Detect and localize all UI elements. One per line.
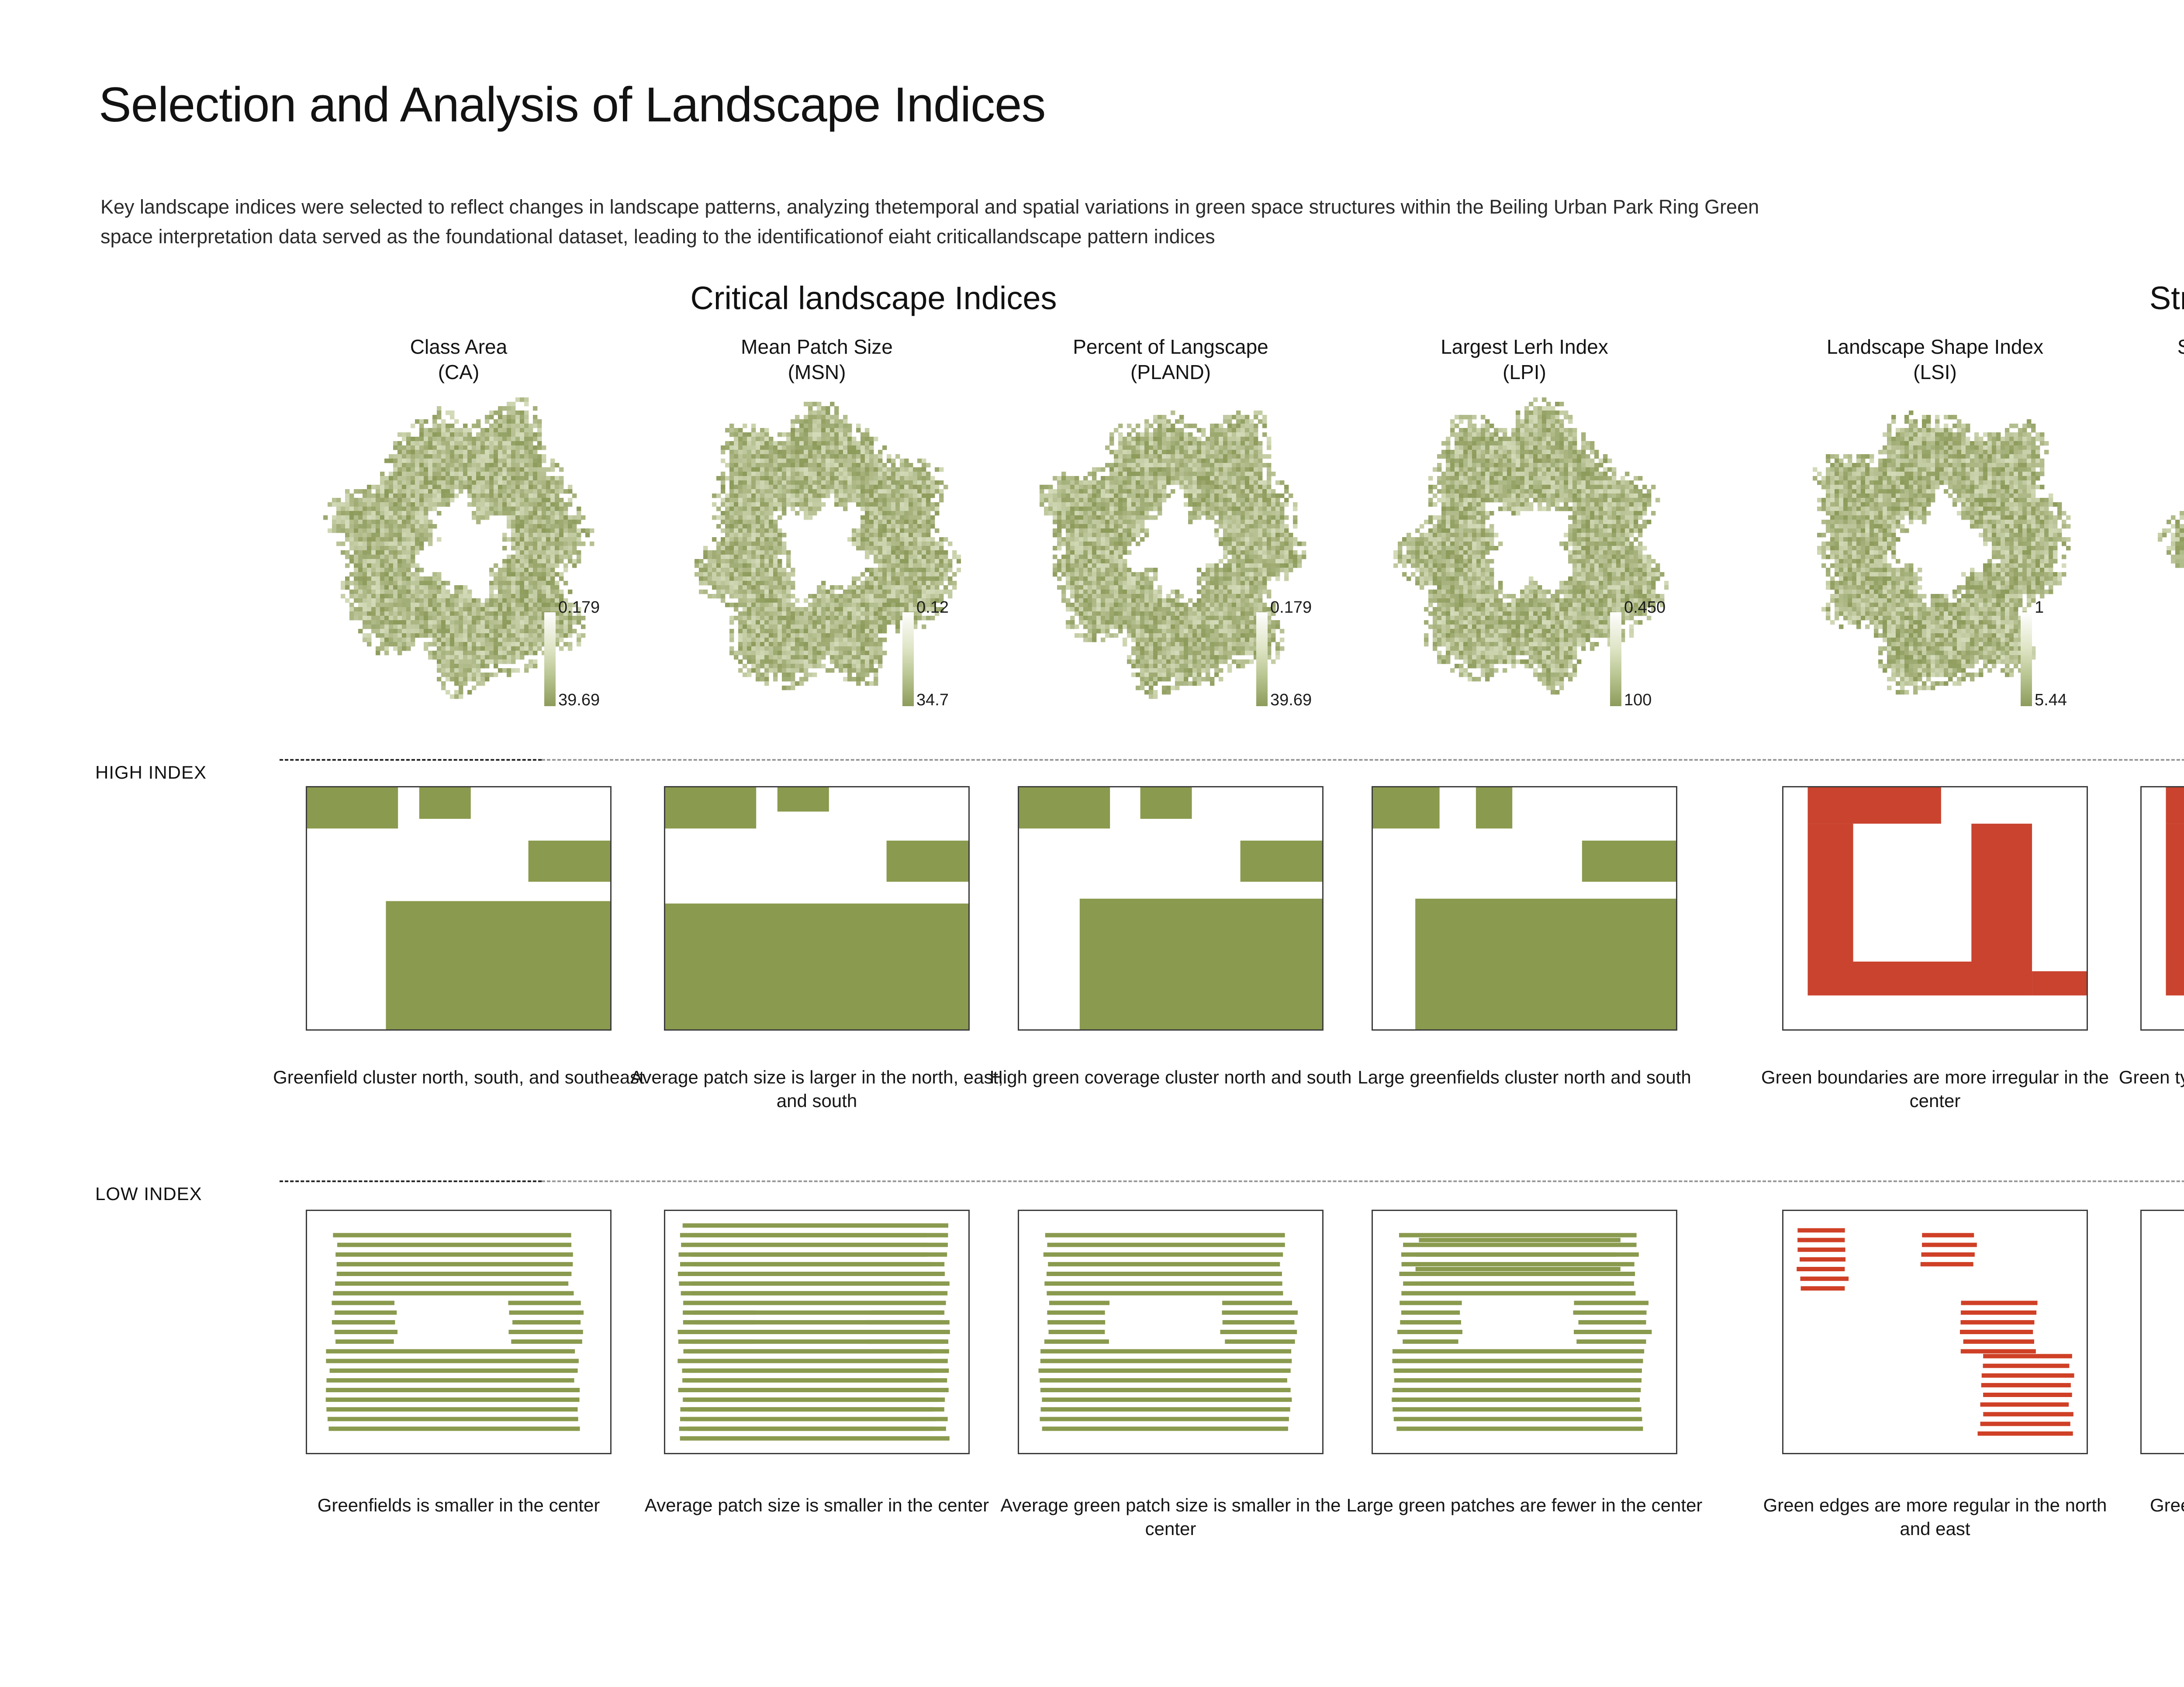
legend-min-value: 100 [1624,691,1652,709]
high-index-panel-shid[interactable] [2140,786,2184,1031]
column-title: Shannon's Diversity Index [2177,335,2184,358]
map-canvas-lpi: 0.450 100 [1337,384,1712,716]
low-index-panel-lpi[interactable] [1372,1210,1677,1454]
page-subtitle: Key landscape indices were selected to r… [100,192,2184,252]
color-legend-lsi: 1 5.44 [2018,598,2123,712]
index-map-lpi[interactable]: 0.450 100 [1337,384,1712,716]
low-index-panel-shid[interactable] [2140,1210,2184,1454]
low-index-caption-pland: Average green patch size is smaller in t… [1000,1495,1341,1539]
legend-max-value: 0.179 [1270,598,1312,617]
column-abbr: (CA) [438,360,480,383]
high-index-caption-pland: High green coverage cluster north and so… [989,1067,1352,1087]
legend-max-value: 0.450 [1624,598,1666,617]
high-index-panel-pland[interactable] [1018,786,1324,1031]
section-heading-critical: Critical landscape Indices [690,280,1057,316]
low-index-caption-lpi: Large green patches are fewer in the cen… [1346,1495,1703,1515]
low-index-panel-ca[interactable] [306,1210,612,1454]
high-index-caption-lsi: Green boundaries are more irregular in t… [1761,1067,2109,1111]
color-legend-pland: 0.179 39.69 [1254,598,1358,712]
legend-gradient-bar [1610,612,1621,706]
legend-min-value: 39.69 [1270,691,1312,709]
column-header-msn: Mean Patch Size (MSN) [629,335,1005,385]
legend-gradient-bar [1256,612,1268,706]
legend-min-value: 39.69 [558,691,600,709]
high-index-caption-ca: Greenfield cluster north, south, and sou… [273,1067,644,1087]
color-legend-msn: 0.12 34.7 [900,598,1005,712]
row-label-high: HIGH INDEX [95,762,207,783]
low-index-caption-shid: Green types are fewest in the north [2149,1495,2184,1515]
map-canvas-lsi: 1 5.44 [1747,384,2123,716]
color-legend-lpi: 0.450 100 [1607,598,1712,712]
column-abbr: (LSI) [1913,360,1957,383]
legend-min-value: 5.44 [2035,691,2067,709]
low-index-caption-lsi: Green edges are more regular in the nort… [1763,1495,2107,1539]
section-heading-structural: Structural Complexity Indices [2149,280,2184,316]
ring-raster-lpi [1389,397,1669,703]
column-header-shid: Shannon's Diversity Index (SHID) [2105,335,2184,385]
column-title: Class Area [410,335,508,358]
page-title: Selection and Analysis of Landscape Indi… [99,77,1046,132]
index-map-pland[interactable]: 0.179 39.69 [983,384,1358,716]
legend-min-value: 34.7 [916,691,949,709]
index-map-msn[interactable]: 0.12 34.7 [629,384,1005,716]
column-title: Mean Patch Size [741,335,893,358]
high-index-caption-shid: Green types are more diverse in the cent… [2118,1067,2184,1087]
divider-high [542,759,2184,761]
column-header-pland: Percent of Langscape (PLAND) [983,335,1358,385]
column-header-lsi: Landscape Shape Index (LSI) [1747,335,2123,385]
divider-low [542,1180,2184,1182]
map-canvas-pland: 0.179 39.69 [983,384,1358,716]
index-map-shid[interactable]: 0 1.11 [2105,384,2184,716]
legend-gradient-bar [902,612,914,706]
low-index-panel-lsi[interactable] [1782,1210,2088,1454]
column-title: Largest Lerh Index [1441,335,1608,358]
map-canvas-ca: 0.179 39.69 [271,384,646,716]
high-index-panel-ca[interactable] [306,786,612,1031]
legend-gradient-bar [544,612,556,706]
low-index-panel-msn[interactable] [664,1210,970,1454]
row-label-low: LOW INDEX [95,1183,202,1204]
subtitle-line-2: space interpretation data served as the … [100,225,1215,248]
column-abbr: (SHID) [2105,360,2184,385]
low-index-caption-ca: Greenfields is smaller in the center [317,1495,600,1515]
high-index-caption-lpi: Large greenfields cluster north and sout… [1358,1067,1691,1087]
ring-raster-ca [323,397,603,703]
column-title: Percent of Langscape [1073,335,1268,358]
ring-raster-pland [1035,397,1315,703]
legend-max-value: 1 [2035,598,2044,617]
high-index-panel-lpi[interactable] [1372,786,1677,1031]
high-index-panel-msn[interactable] [664,786,970,1031]
column-header-lpi: Largest Lerh Index (LPI) [1337,335,1712,385]
divider-low-dark [280,1180,542,1182]
low-index-panel-pland[interactable] [1018,1210,1324,1454]
column-title: Landscape Shape Index [1826,335,2044,358]
high-index-caption-msn: Average patch size is larger in the nort… [630,1067,1003,1111]
column-abbr: (LPI) [1503,360,1546,383]
divider-high-dark [280,759,542,761]
color-legend-ca: 0.179 39.69 [542,598,646,712]
legend-gradient-bar [2021,612,2032,706]
map-canvas-shid: 0 1.11 [2105,384,2184,716]
index-map-ca[interactable]: 0.179 39.69 [271,384,646,716]
high-index-panel-lsi[interactable] [1782,786,2088,1031]
ring-raster-lsi [1800,397,2079,703]
column-header-ca: Class Area (CA) [271,335,646,385]
column-abbr: (PLAND) [1130,360,1211,383]
map-canvas-msn: 0.12 34.7 [629,384,1005,716]
legend-max-value: 0.179 [558,598,600,617]
index-map-lsi[interactable]: 1 5.44 [1747,384,2123,716]
column-abbr: (MSN) [788,360,846,383]
legend-max-value: 0.12 [916,598,949,617]
subtitle-line-1: Key landscape indices were selected to r… [100,196,1759,218]
low-index-caption-msn: Average patch size is smaller in the cen… [644,1495,989,1515]
ring-raster-shid [2158,397,2184,703]
